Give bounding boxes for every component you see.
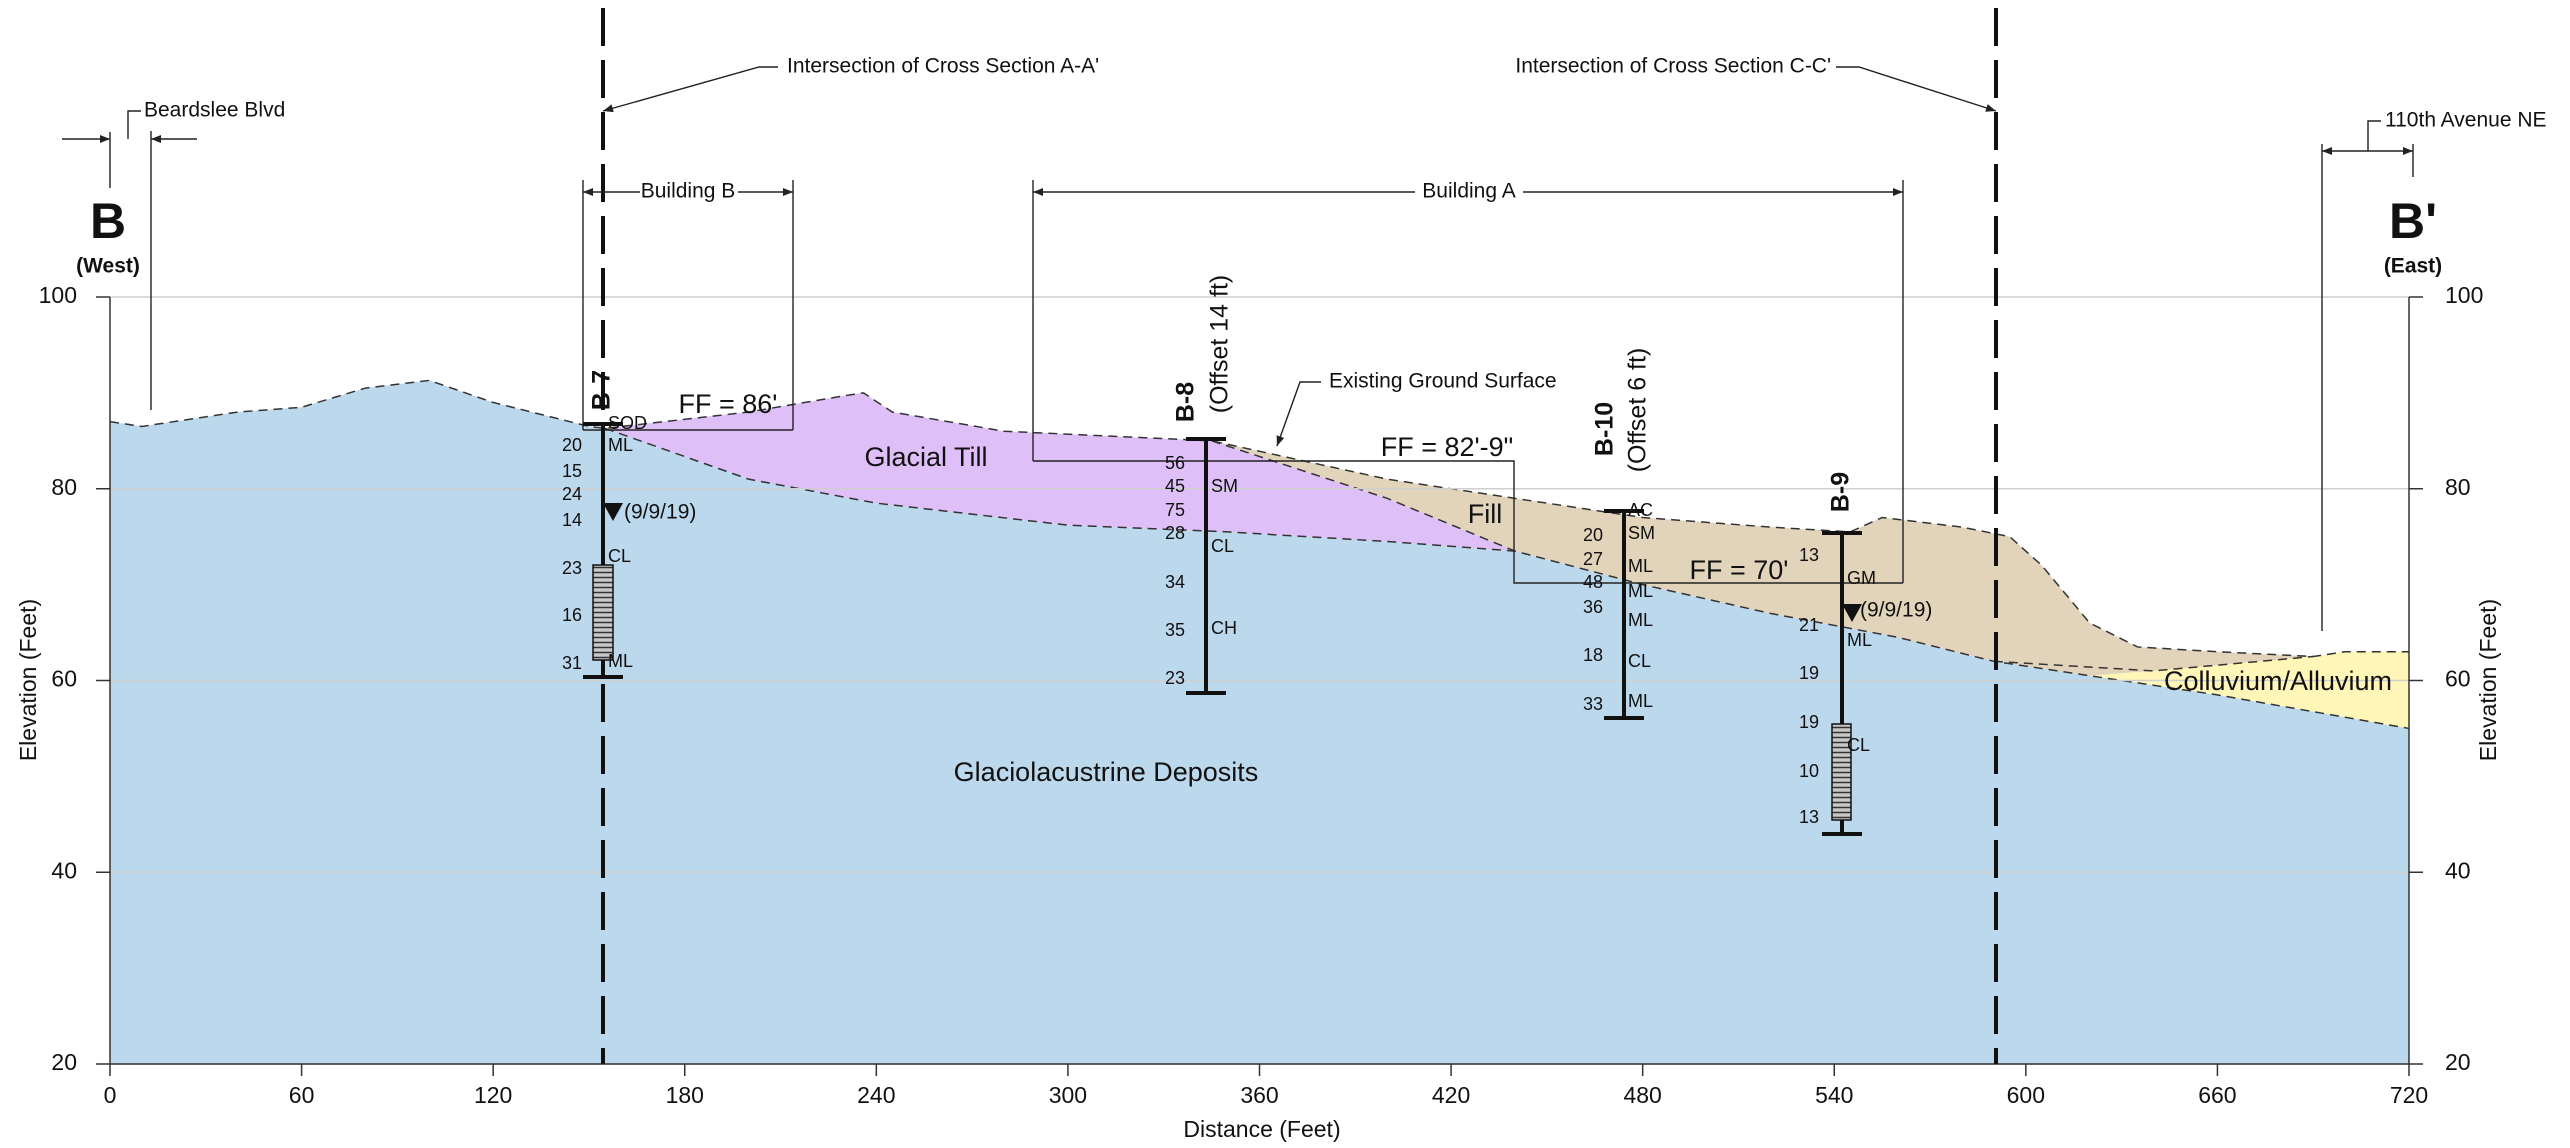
annotation: Intersection of Cross Section C-C' xyxy=(1515,55,1831,78)
floor-label: FF = 70' xyxy=(1690,555,1789,585)
x-tick-label: 180 xyxy=(666,1082,704,1108)
x-tick-label: 360 xyxy=(1240,1082,1278,1108)
blow-count: 31 xyxy=(562,653,582,673)
y-tick-label: 80 xyxy=(51,474,77,500)
blow-count: 20 xyxy=(1583,525,1603,545)
y-tick-label: 60 xyxy=(51,666,77,692)
x-tick-label: 660 xyxy=(2198,1082,2236,1108)
blow-count: 48 xyxy=(1583,572,1603,592)
boring-name: B-7 xyxy=(588,370,616,410)
soil-code: GM xyxy=(1847,568,1876,588)
y-tick-label: 100 xyxy=(39,282,77,308)
blow-count: 36 xyxy=(1583,597,1603,617)
blow-count: 21 xyxy=(1799,615,1819,635)
soil-code: SOD xyxy=(608,413,647,433)
blow-count: 14 xyxy=(562,510,582,530)
x-tick-label: 0 xyxy=(104,1082,117,1108)
x-tick-label: 600 xyxy=(2007,1082,2045,1108)
x-tick-label: 480 xyxy=(1623,1082,1661,1108)
blow-count: 28 xyxy=(1165,523,1185,543)
soil-code: ML xyxy=(1847,630,1872,650)
blow-count: 23 xyxy=(1165,668,1185,688)
x-tick-label: 420 xyxy=(1432,1082,1470,1108)
soil-code: SM xyxy=(1211,476,1238,496)
y-tick-label: 40 xyxy=(2445,857,2471,883)
soil-code: ML xyxy=(608,651,633,671)
x-tick-label: 720 xyxy=(2390,1082,2428,1108)
annotation: 110th Avenue NE xyxy=(2385,109,2547,132)
blow-count: 34 xyxy=(1165,572,1185,592)
blow-count: 56 xyxy=(1165,453,1185,473)
blow-count: 13 xyxy=(1799,807,1819,827)
blow-count: 75 xyxy=(1165,500,1185,520)
blow-count: 16 xyxy=(562,605,582,625)
annotation: Beardslee Blvd xyxy=(144,99,285,122)
y-tick-label: 80 xyxy=(2445,474,2471,500)
annotation: Intersection of Cross Section A-A' xyxy=(787,55,1099,78)
blow-count: 35 xyxy=(1165,620,1185,640)
strata xyxy=(110,380,2409,1064)
unit-label: Glaciolacustrine Deposits xyxy=(954,757,1259,787)
x-axis-label: Distance (Feet) xyxy=(1183,1116,1340,1142)
x-tick-label: 120 xyxy=(474,1082,512,1108)
soil-code: ML xyxy=(1628,556,1653,576)
boring-name: B-9 xyxy=(1827,472,1855,512)
y-tick-label: 60 xyxy=(2445,666,2471,692)
section-label: B xyxy=(90,193,126,249)
floor-label: FF = 82'-9" xyxy=(1381,432,1514,462)
boring-offset: (Offset 6 ft) xyxy=(1624,348,1652,473)
dimension-label: Building B xyxy=(641,180,736,203)
blow-count: 20 xyxy=(562,435,582,455)
soil-code: ML xyxy=(1628,581,1653,601)
blow-count: 45 xyxy=(1165,476,1185,496)
annotation: Existing Ground Surface xyxy=(1329,370,1557,393)
soil-code: CL xyxy=(1847,735,1870,755)
y-tick-label: 20 xyxy=(2445,1049,2471,1075)
soil-code: ML xyxy=(1628,691,1653,711)
blow-count: 19 xyxy=(1799,663,1819,683)
section-side: (West) xyxy=(76,255,140,278)
soil-code: CL xyxy=(1211,536,1234,556)
water-date: (9/9/19) xyxy=(1860,599,1932,622)
blow-count: 23 xyxy=(562,558,582,578)
boring-name: B-10 xyxy=(1591,402,1619,456)
section-label: B' xyxy=(2389,193,2437,249)
unit-label: Glacial Till xyxy=(864,442,987,472)
y-axis-label: Elevation (Feet) xyxy=(15,599,41,761)
water-date: (9/9/19) xyxy=(624,501,696,524)
soil-code: ML xyxy=(1628,610,1653,630)
blow-count: 24 xyxy=(562,484,582,504)
blow-count: 19 xyxy=(1799,712,1819,732)
soil-code: CH xyxy=(1211,618,1237,638)
y-tick-label: 20 xyxy=(51,1049,77,1075)
y-tick-label: 100 xyxy=(2445,282,2483,308)
section-side: (East) xyxy=(2384,255,2442,278)
soil-code: CL xyxy=(1628,651,1651,671)
cross-section: 20 20 40 40 60 60 80 80 100 100 0 60 120 180 240 300 360… xyxy=(0,0,2570,1148)
x-tick-label: 240 xyxy=(857,1082,895,1108)
unit-label: Fill xyxy=(1468,499,1503,529)
x-tick-label: 300 xyxy=(1049,1082,1087,1108)
blow-count: 33 xyxy=(1583,694,1603,714)
soil-code: SM xyxy=(1628,523,1655,543)
soil-code: AC xyxy=(1628,500,1653,520)
blow-count: 15 xyxy=(562,461,582,481)
floor-label: FF = 86' xyxy=(679,389,778,419)
boring-name: B-8 xyxy=(1172,382,1200,422)
soil-code: CL xyxy=(608,546,631,566)
dimension-label: Building A xyxy=(1422,180,1515,203)
soil-code: ML xyxy=(608,435,633,455)
blow-count: 27 xyxy=(1583,549,1603,569)
y-tick-label: 40 xyxy=(51,857,77,883)
blow-count: 10 xyxy=(1799,761,1819,781)
x-tick-label: 60 xyxy=(289,1082,315,1108)
unit-label: Colluvium/Alluvium xyxy=(2164,666,2392,696)
blow-count: 18 xyxy=(1583,645,1603,665)
blow-count: 13 xyxy=(1799,545,1819,565)
y-axis-label: Elevation (Feet) xyxy=(2475,599,2501,761)
x-tick-label: 540 xyxy=(1815,1082,1853,1108)
boring-offset: (Offset 14 ft) xyxy=(1206,275,1234,413)
